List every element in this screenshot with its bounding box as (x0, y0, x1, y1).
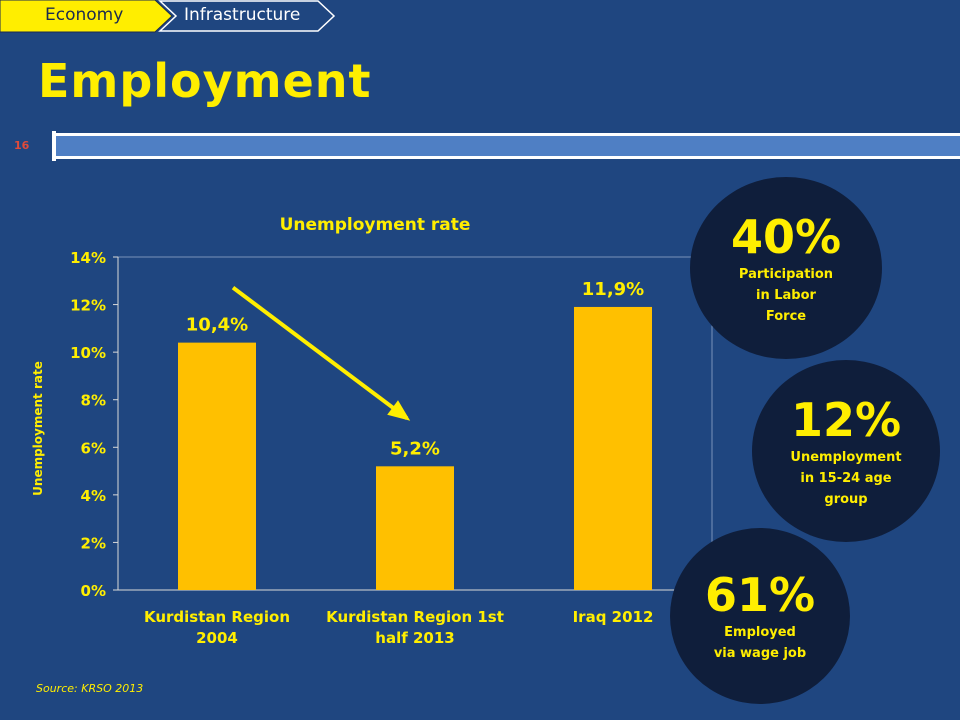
plot-area: 0% 2% 4% 6% 8% 10% 12% 14% Unemployment rate 10,4… (31, 249, 713, 647)
slide-number: 16 (14, 139, 30, 152)
youth-unemployment-stat-circle: 12% Unemployment in 15-24 age group (752, 360, 940, 542)
page-title: Employment (38, 54, 372, 108)
breadcrumb-infrastructure[interactable]: Infrastructure (184, 5, 301, 25)
y-axis-label: Unemployment rate (31, 361, 45, 496)
chart-title: Unemployment rate (280, 215, 471, 235)
youth-unemployment-line-3: group (824, 491, 868, 507)
y-tick-label: 10% (70, 344, 106, 362)
youth-unemployment-value: 12% (790, 392, 902, 447)
wage-job-line-2: via wage job (713, 646, 807, 661)
participation-value: 40% (730, 209, 842, 264)
participation-line-2: in Labor (756, 287, 816, 303)
wage-job-stat-circle: 61% Employed via wage job (670, 528, 850, 704)
breadcrumb-shapes (0, 0, 336, 33)
y-tick-label: 0% (81, 582, 106, 600)
breadcrumb-economy-shape (0, 0, 173, 33)
bar (178, 342, 256, 590)
trend-arrow-head (387, 400, 411, 421)
x-tick-label: Kurdistan Region 1st (326, 608, 504, 626)
participation-stat-circle: 40% Participation in Labor Force (690, 177, 882, 359)
trend-arrow-line (231, 286, 409, 420)
wage-job-value: 61% (704, 568, 816, 622)
y-tick-label: 4% (81, 487, 106, 505)
y-tick-label: 6% (81, 439, 106, 457)
y-tick-label: 14% (70, 249, 106, 267)
y-tick-label: 8% (81, 392, 106, 410)
wage-job-line-1: Employed (724, 625, 796, 640)
y-tick-label: 2% (81, 534, 106, 552)
bar (376, 466, 454, 590)
source-note: Source: KRSO 2013 (36, 682, 144, 695)
breadcrumb-economy[interactable]: Economy (45, 5, 124, 25)
slide-number-box (0, 131, 56, 161)
y-tick-label: 12% (70, 297, 106, 315)
x-tick-label: Iraq 2012 (573, 608, 654, 626)
youth-unemployment-line-2: in 15-24 age (800, 470, 892, 486)
data-label: 10,4% (186, 315, 248, 336)
x-tick-label: 2004 (196, 629, 238, 647)
x-tick-label: half 2013 (375, 629, 454, 647)
breadcrumb: Economy Infrastructure (0, 0, 960, 33)
bar (574, 306, 652, 590)
participation-line-1: Participation (738, 266, 834, 282)
x-tick-label: Kurdistan Region (144, 608, 290, 626)
youth-unemployment-line-1: Unemployment (790, 449, 902, 465)
data-label: 5,2% (390, 438, 440, 459)
title-divider (0, 133, 960, 159)
participation-line-3: Force (765, 308, 807, 324)
data-label: 11,9% (582, 279, 644, 300)
breadcrumb-infrastructure-shape (158, 0, 336, 32)
